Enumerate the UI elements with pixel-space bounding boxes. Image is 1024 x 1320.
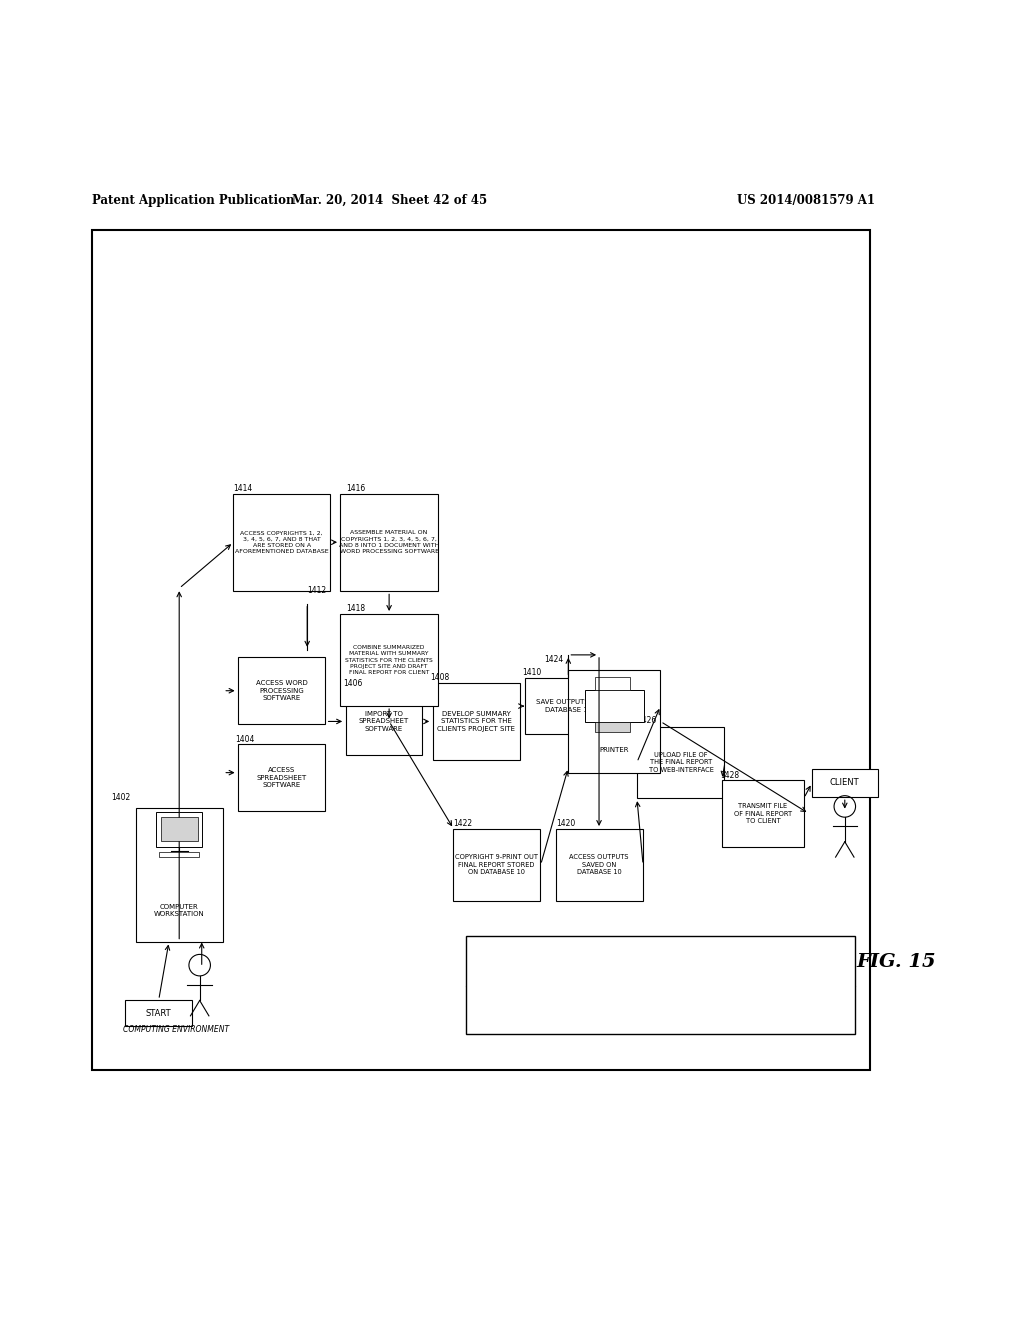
Bar xyxy=(157,812,202,846)
FancyBboxPatch shape xyxy=(722,780,804,847)
Text: 1424: 1424 xyxy=(544,655,563,664)
Text: THE OPEN ARROW IN THE PROCESS MEANS THE PHYSICAL INTERFACE WITH THE USER: THE OPEN ARROW IN THE PROCESS MEANS THE … xyxy=(507,1003,777,1007)
Text: TRANSMIT FILE
OF FINAL REPORT
TO CLIENT: TRANSMIT FILE OF FINAL REPORT TO CLIENT xyxy=(734,803,792,824)
Text: Mar. 20, 2014  Sheet 42 of 45: Mar. 20, 2014 Sheet 42 of 45 xyxy=(292,194,486,207)
FancyBboxPatch shape xyxy=(466,936,855,1034)
Text: COMPUTER
WORKSTATION: COMPUTER WORKSTATION xyxy=(154,904,205,917)
Text: 1412: 1412 xyxy=(307,586,327,595)
Text: 1410: 1410 xyxy=(522,668,542,677)
FancyBboxPatch shape xyxy=(233,494,330,591)
Text: ACCESS OUTPUTS
SAVED ON
DATABASE 10: ACCESS OUTPUTS SAVED ON DATABASE 10 xyxy=(569,854,629,875)
Text: 1426: 1426 xyxy=(637,717,656,726)
Text: ACCESS
SPREADSHEET
SOFTWARE: ACCESS SPREADSHEET SOFTWARE xyxy=(256,767,307,788)
Text: DEVELOP SUMMARY
STATISTICS FOR THE
CLIENTS PROJECT SITE: DEVELOP SUMMARY STATISTICS FOR THE CLIEN… xyxy=(437,711,515,731)
Text: 1414: 1414 xyxy=(233,484,253,494)
FancyBboxPatch shape xyxy=(637,726,725,799)
Text: 1404: 1404 xyxy=(236,735,255,744)
Bar xyxy=(595,677,630,689)
Text: 1402: 1402 xyxy=(112,793,130,803)
Text: ACCESS COPYRIGHTS 1, 2,
3, 4, 5, 6, 7, AND 8 THAT
ARE STORED ON A
AFOREMENTIONED: ACCESS COPYRIGHTS 1, 2, 3, 4, 5, 6, 7, A… xyxy=(234,531,329,554)
Text: 1406: 1406 xyxy=(343,678,362,688)
Text: PRINTER: PRINTER xyxy=(600,747,629,754)
Text: 1408: 1408 xyxy=(430,673,450,682)
Text: FIG. 15: FIG. 15 xyxy=(856,953,936,972)
Bar xyxy=(585,689,644,722)
Bar xyxy=(161,817,198,841)
Text: THE CLOSED ARROW IN THE PROCESS MEANS ANY AND ALL MIX OF, COMBINATION OF,: THE CLOSED ARROW IN THE PROCESS MEANS AN… xyxy=(507,954,780,960)
Text: COMPUTING ENVIRONMENT: COMPUTING ENVIRONMENT xyxy=(123,1024,229,1034)
Text: 1428: 1428 xyxy=(720,771,739,780)
Text: START: START xyxy=(145,1008,172,1018)
Text: IMPORT TO
SPREADSHEET
SOFTWARE: IMPORT TO SPREADSHEET SOFTWARE xyxy=(358,711,410,731)
FancyBboxPatch shape xyxy=(555,829,643,900)
FancyBboxPatch shape xyxy=(811,768,878,797)
Text: 1420: 1420 xyxy=(556,818,575,828)
FancyBboxPatch shape xyxy=(433,682,520,760)
Bar xyxy=(159,853,200,857)
Text: US 2014/0081579 A1: US 2014/0081579 A1 xyxy=(737,194,876,207)
Text: COPYRIGHT 9-PRINT OUT
FINAL REPORT STORED
ON DATABASE 10: COPYRIGHT 9-PRINT OUT FINAL REPORT STORE… xyxy=(455,854,539,875)
FancyBboxPatch shape xyxy=(525,678,612,734)
Text: AND / OR USE OF ALL PHYSICAL ELEMENTS DEFINED AS A COMPUTER WORKSTATION: AND / OR USE OF ALL PHYSICAL ELEMENTS DE… xyxy=(507,970,772,975)
Text: ASSEMBLE MATERIAL ON
COPYRIGHTS 1, 2, 3, 4, 5, 6, 7,
AND 8 INTO 1 DOCUMENT WITH
: ASSEMBLE MATERIAL ON COPYRIGHTS 1, 2, 3,… xyxy=(339,531,439,554)
Text: Patent Application Publication: Patent Application Publication xyxy=(92,194,295,207)
FancyBboxPatch shape xyxy=(135,808,222,941)
Text: 1418: 1418 xyxy=(346,603,366,612)
FancyBboxPatch shape xyxy=(92,230,870,1069)
FancyBboxPatch shape xyxy=(453,829,541,900)
FancyBboxPatch shape xyxy=(340,614,438,706)
Text: SAVE OUTPUTS TO
DATABASE 10: SAVE OUTPUTS TO DATABASE 10 xyxy=(536,700,601,713)
FancyBboxPatch shape xyxy=(340,494,438,591)
Text: CLIENT: CLIENT xyxy=(830,779,859,787)
FancyBboxPatch shape xyxy=(238,744,326,810)
Bar xyxy=(595,722,630,733)
Text: UPLOAD FILE OF
THE FINAL REPORT
TO WEB-INTERFACE: UPLOAD FILE OF THE FINAL REPORT TO WEB-I… xyxy=(648,752,714,774)
Text: 1422: 1422 xyxy=(454,818,473,828)
Text: 1416: 1416 xyxy=(346,484,366,494)
Text: COMBINE SUMMARIZED
MATERIAL WITH SUMMARY
STATISTICS FOR THE CLIENTS
PROJECT SITE: COMBINE SUMMARIZED MATERIAL WITH SUMMARY… xyxy=(345,645,433,675)
FancyBboxPatch shape xyxy=(238,657,326,723)
FancyBboxPatch shape xyxy=(568,671,660,772)
FancyBboxPatch shape xyxy=(125,1001,193,1026)
FancyBboxPatch shape xyxy=(346,688,423,755)
Text: ACCESS WORD
PROCESSING
SOFTWARE: ACCESS WORD PROCESSING SOFTWARE xyxy=(256,680,307,701)
